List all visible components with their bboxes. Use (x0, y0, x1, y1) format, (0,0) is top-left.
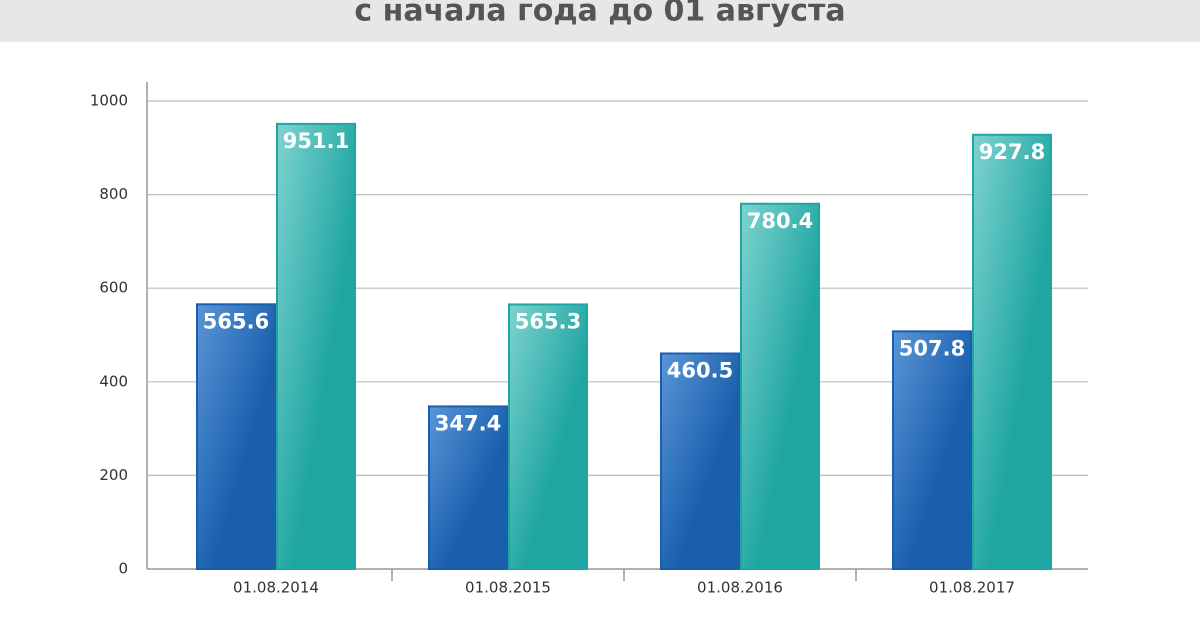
value-label: 927.8 (979, 140, 1045, 164)
bar (892, 330, 972, 571)
y-tick-label: 400 (99, 372, 128, 390)
bar (660, 352, 740, 570)
x-tick-label: 01.08.2015 (465, 579, 551, 597)
chart-title: с начала года до 01 августа (354, 0, 845, 29)
value-label: 780.4 (747, 209, 813, 233)
x-tick-label: 01.08.2014 (233, 579, 319, 597)
y-tick-label: 0 (118, 560, 128, 578)
value-label: 951.1 (283, 129, 349, 153)
x-tick-label: 01.08.2016 (697, 579, 783, 597)
value-label: 347.4 (435, 411, 501, 435)
y-tick-label: 600 (99, 279, 128, 297)
value-label: 460.5 (667, 358, 733, 382)
value-label: 565.6 (203, 309, 269, 333)
bar (196, 303, 276, 570)
value-label: 507.8 (899, 336, 965, 360)
bar (276, 122, 356, 571)
title-bar (0, 0, 1200, 42)
value-label: 565.3 (515, 309, 581, 333)
y-tick-label: 1000 (90, 92, 128, 110)
x-tick-label: 01.08.2017 (929, 579, 1015, 597)
y-tick-label: 800 (99, 185, 128, 203)
y-tick-label: 200 (99, 466, 128, 484)
bar (740, 202, 820, 570)
bar (508, 303, 588, 570)
bar (428, 405, 508, 571)
bar (972, 133, 1052, 570)
